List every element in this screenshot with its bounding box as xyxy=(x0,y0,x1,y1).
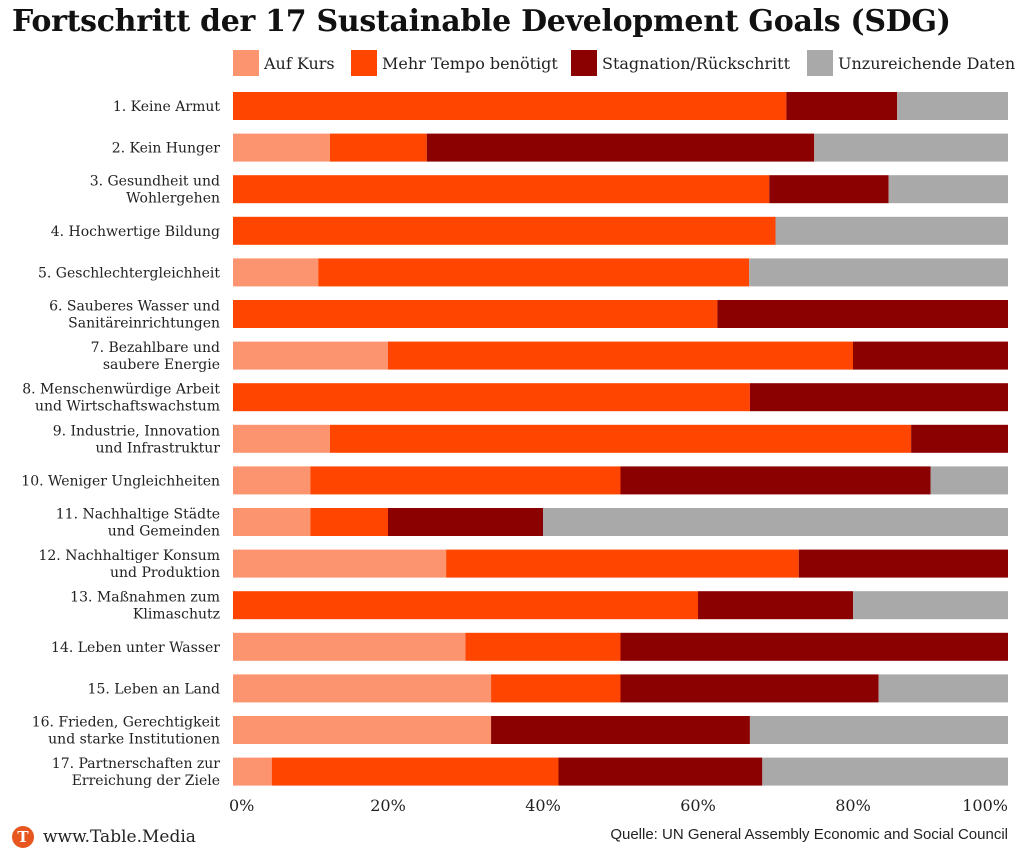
category-label-8: 8. Menschenwürdige Arbeit und Wirtschafts… xyxy=(22,382,220,415)
category-label-6: 6. Sauberes Wasser und Sanitäreinrichtung… xyxy=(49,299,220,332)
bar-1-mehr-tempo-ben-tigt xyxy=(233,92,787,120)
category-label-10: 10. Weniger Ungleichheiten xyxy=(21,473,220,489)
category-label-12: 12. Nachhaltiger Konsum und Produktion xyxy=(38,548,220,581)
category-label-16: 16. Frieden, Gerechtigkeit und starke Ins… xyxy=(32,715,221,748)
bar-10-auf-kurs xyxy=(233,466,311,495)
legend-label-stagnation-r-ckschritt: Stagnation/Rückschritt xyxy=(602,54,791,73)
chart-title: Fortschritt der 17 Sustainable Developme… xyxy=(12,4,951,39)
bar-6-stagnation-r-ckschritt xyxy=(717,300,1009,328)
bar-14-auf-kurs xyxy=(233,632,466,661)
bar-17-auf-kurs xyxy=(233,757,272,786)
category-label-3: 3. Gesundheit und Wohlergehen xyxy=(90,174,220,207)
bar-2-stagnation-r-ckschritt xyxy=(426,133,815,162)
bar-9-auf-kurs xyxy=(233,424,330,453)
x-tick-5: 100% xyxy=(962,796,1008,815)
bar-3-stagnation-r-ckschritt xyxy=(769,175,889,204)
category-label-13: 13. Maßnahmen zum Klimaschutz xyxy=(70,590,220,623)
category-label-2: 2. Kein Hunger xyxy=(112,141,221,157)
bar-11-unzureichende-daten xyxy=(543,508,1008,536)
source-note: Quelle: UN General Assembly Economic and… xyxy=(610,826,1008,843)
bar-7-stagnation-r-ckschritt xyxy=(853,341,1008,370)
bar-9-stagnation-r-ckschritt xyxy=(911,424,1009,453)
legend: Auf Kurs Mehr Tempo benötigt Stagnation/Rü… xyxy=(233,50,1015,76)
bar-2-unzureichende-daten xyxy=(814,133,1008,162)
bar-5-auf-kurs xyxy=(233,258,319,287)
bar-15-mehr-tempo-ben-tigt xyxy=(491,674,621,703)
category-label-14: 14. Leben unter Wasser xyxy=(51,640,220,656)
brand-url: www.Table.Media xyxy=(43,827,196,847)
legend-swatch-auf-kurs xyxy=(233,50,259,76)
bar-7-auf-kurs xyxy=(233,341,388,370)
x-tick-1: 20% xyxy=(370,796,406,815)
bar-16-stagnation-r-ckschritt xyxy=(491,716,750,744)
bar-2-mehr-tempo-ben-tigt xyxy=(329,133,427,162)
bar-8-stagnation-r-ckschritt xyxy=(749,383,1008,412)
x-tick-2: 40% xyxy=(525,796,561,815)
bar-11-auf-kurs xyxy=(233,508,311,536)
bar-15-unzureichende-daten xyxy=(878,674,1008,703)
bar-2-auf-kurs xyxy=(233,133,330,162)
legend-swatch-stagnation-r-ckschritt xyxy=(571,50,597,76)
legend-label-mehr-tempo-ben-tigt: Mehr Tempo benötigt xyxy=(382,54,558,73)
bar-4-unzureichende-daten xyxy=(775,216,1008,245)
bar-13-mehr-tempo-ben-tigt xyxy=(233,591,698,620)
category-label-11: 11. Nachhaltige Städte und Gemeinden xyxy=(56,507,220,540)
bar-1-stagnation-r-ckschritt xyxy=(786,92,898,120)
category-label-7: 7. Bezahlbare und saubere Energie xyxy=(91,340,220,373)
legend-label-auf-kurs: Auf Kurs xyxy=(263,54,335,73)
bar-15-stagnation-r-ckschritt xyxy=(620,674,879,703)
bar-12-stagnation-r-ckschritt xyxy=(798,549,1008,578)
bar-12-auf-kurs xyxy=(233,549,447,578)
bar-17-unzureichende-daten xyxy=(762,757,1008,786)
table-media-logo-icon: T xyxy=(12,826,34,848)
bar-11-stagnation-r-ckschritt xyxy=(388,508,543,536)
bar-10-mehr-tempo-ben-tigt xyxy=(310,466,621,495)
bar-5-mehr-tempo-ben-tigt xyxy=(318,258,750,287)
category-labels: 1. Keine Armut 2. Kein Hunger 3. Gesundhei… xyxy=(21,99,220,789)
category-label-1: 1. Keine Armut xyxy=(113,99,221,115)
bar-11-mehr-tempo-ben-tigt xyxy=(310,508,388,536)
category-label-4: 4. Hochwertige Bildung xyxy=(51,224,220,240)
bar-7-mehr-tempo-ben-tigt xyxy=(388,341,853,370)
bar-9-mehr-tempo-ben-tigt xyxy=(329,424,912,453)
category-label-17: 17. Partnerschaften zur Erreichung der Zi… xyxy=(52,756,221,789)
bar-3-unzureichende-daten xyxy=(888,175,1008,204)
bar-1-unzureichende-daten xyxy=(897,92,1008,120)
category-label-9: 9. Industrie, Innovation und Infrastruktu… xyxy=(53,423,221,456)
bar-4-mehr-tempo-ben-tigt xyxy=(233,216,776,245)
bar-10-unzureichende-daten xyxy=(930,466,1008,495)
plot-area xyxy=(233,92,1009,786)
x-tick-3: 60% xyxy=(680,796,716,815)
x-axis-ticks: 0% 20% 40% 60% 80% 100% xyxy=(229,796,1008,815)
x-tick-4: 80% xyxy=(835,796,871,815)
brand-footer: T www.Table.Media xyxy=(12,824,196,850)
category-label-15: 15. Leben an Land xyxy=(88,681,220,697)
bar-17-mehr-tempo-ben-tigt xyxy=(271,757,559,786)
bar-13-unzureichende-daten xyxy=(853,591,1008,620)
bar-12-mehr-tempo-ben-tigt xyxy=(446,549,799,578)
bar-3-mehr-tempo-ben-tigt xyxy=(233,175,770,204)
bar-17-stagnation-r-ckschritt xyxy=(558,757,763,786)
bar-13-stagnation-r-ckschritt xyxy=(698,591,853,620)
bar-5-unzureichende-daten xyxy=(749,258,1008,287)
legend-swatch-mehr-tempo-ben-tigt xyxy=(351,50,377,76)
bar-6-mehr-tempo-ben-tigt xyxy=(233,300,718,328)
bar-16-auf-kurs xyxy=(233,716,492,744)
legend-swatch-unzureichende-daten xyxy=(807,50,833,76)
bar-14-stagnation-r-ckschritt xyxy=(620,632,1008,661)
legend-label-unzureichende-daten: Unzureichende Daten xyxy=(838,54,1015,73)
bar-8-mehr-tempo-ben-tigt xyxy=(233,383,750,412)
category-label-5: 5. Geschlechtergleichheit xyxy=(38,265,220,281)
bar-14-mehr-tempo-ben-tigt xyxy=(465,632,621,661)
bar-10-stagnation-r-ckschritt xyxy=(620,466,931,495)
bar-15-auf-kurs xyxy=(233,674,492,703)
bar-16-unzureichende-daten xyxy=(749,716,1008,744)
x-tick-0: 0% xyxy=(229,796,254,815)
